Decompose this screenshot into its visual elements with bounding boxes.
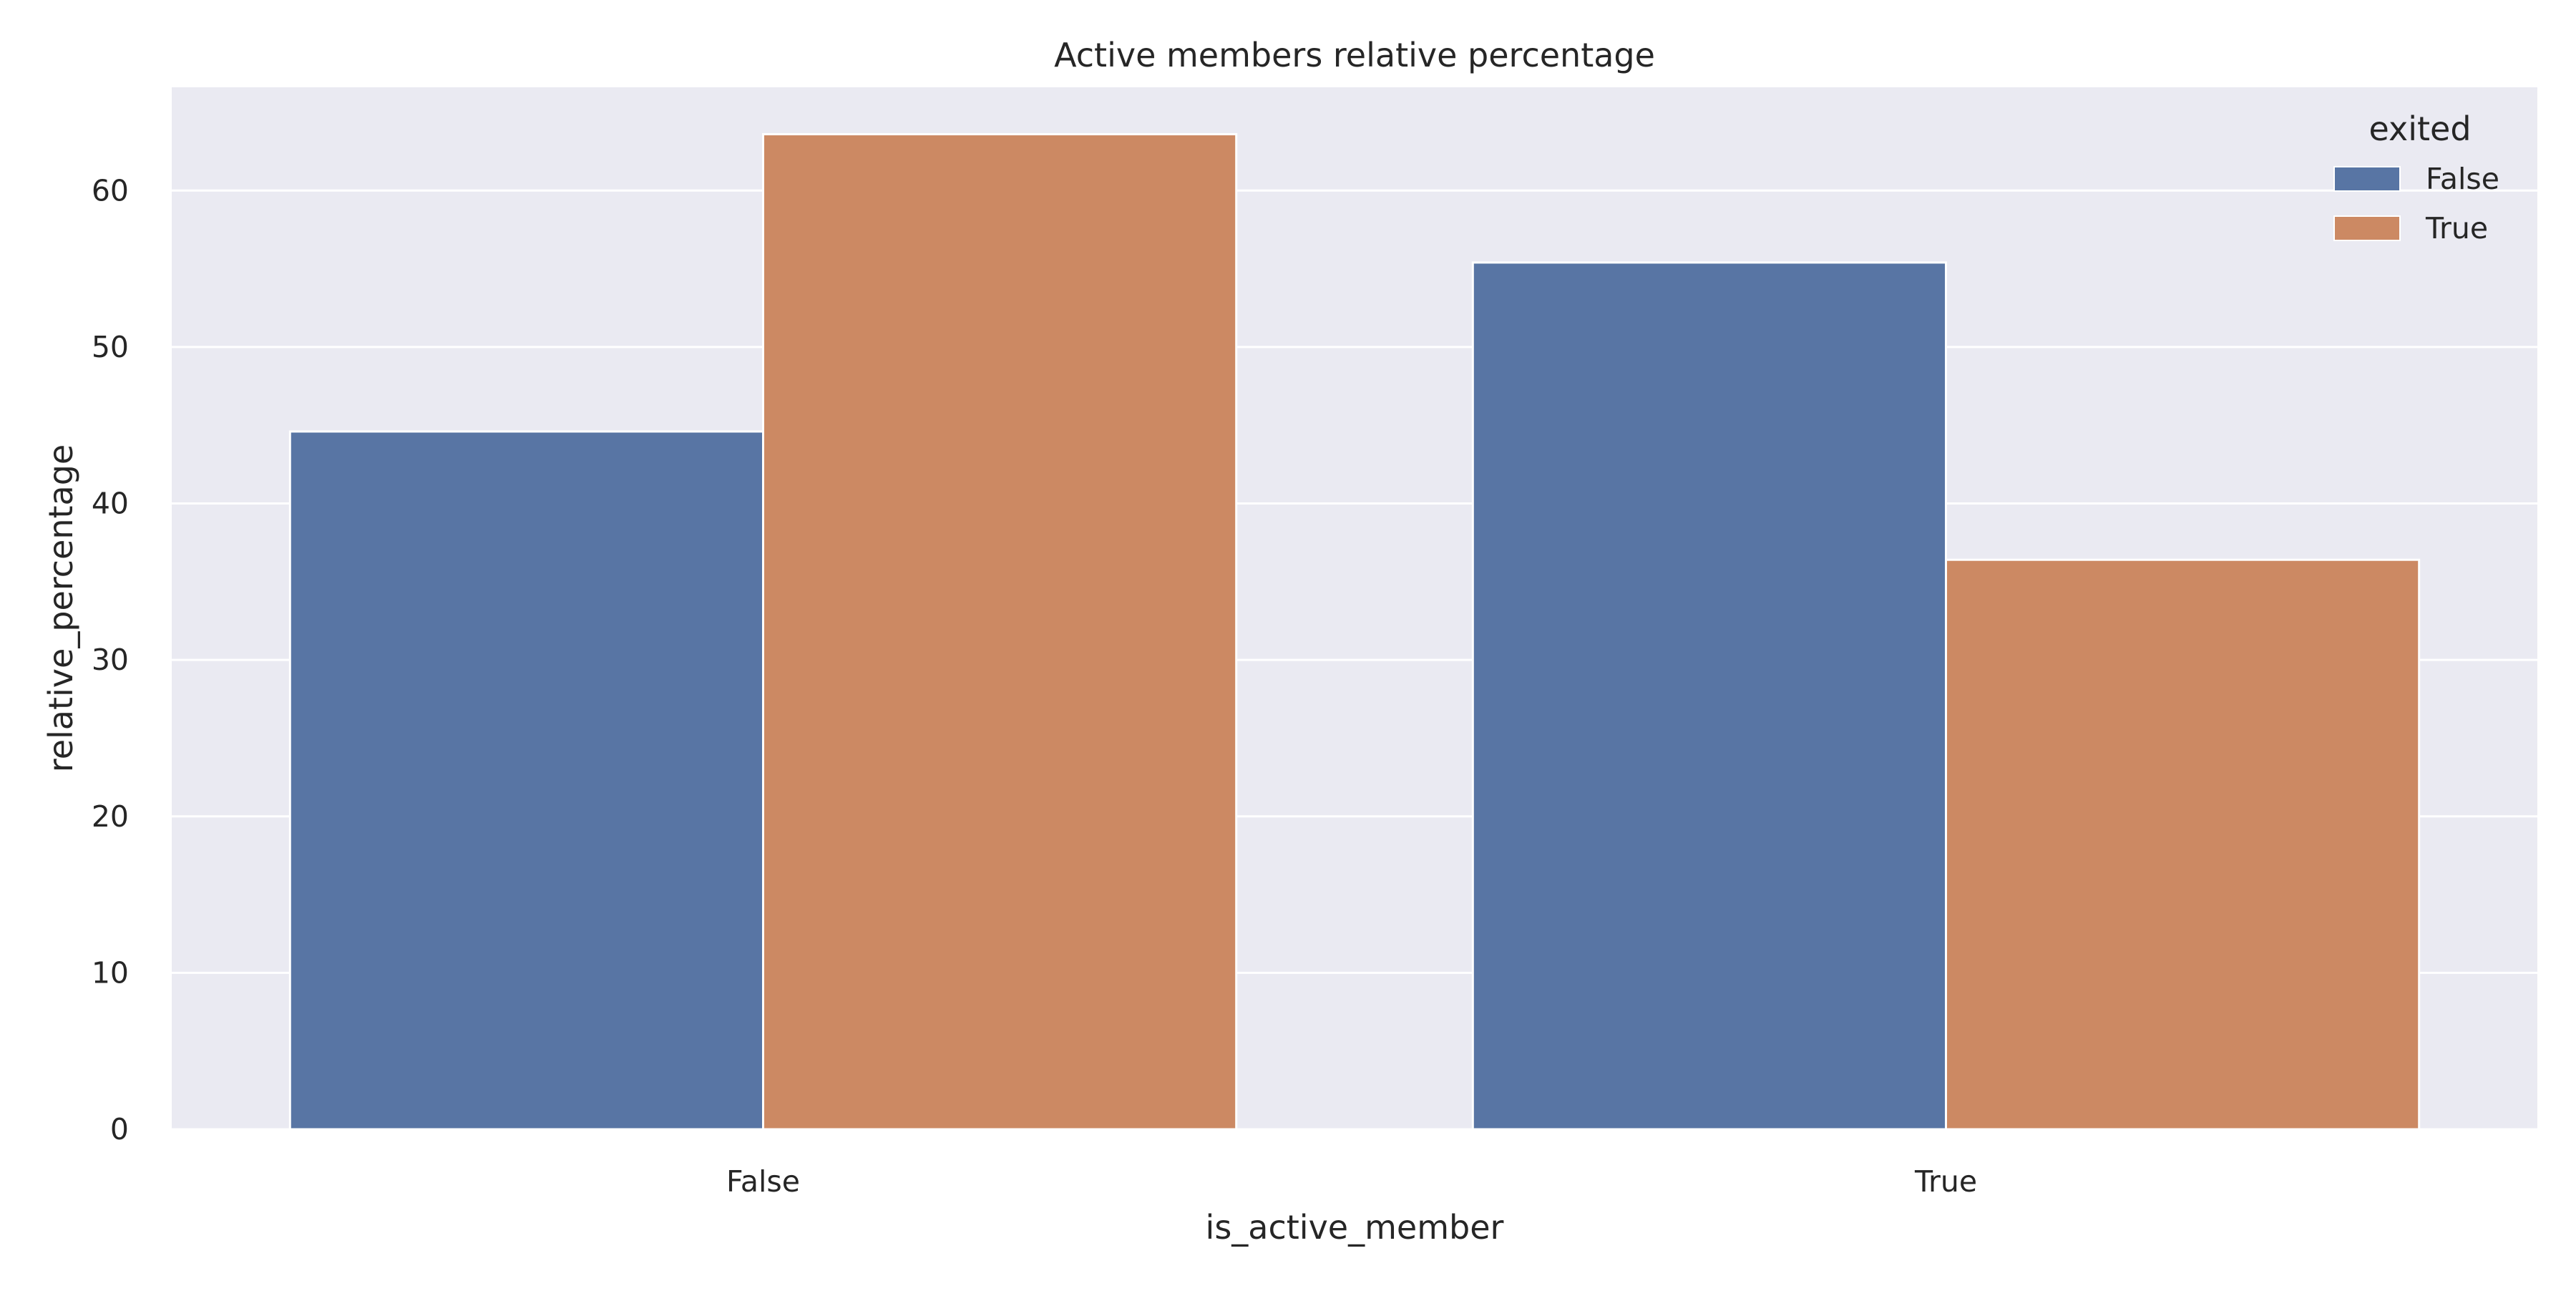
bar-true-exited-false [1471, 261, 1948, 1131]
y-tick-label: 50 [92, 330, 129, 364]
legend: exited False True [2333, 109, 2499, 245]
x-axis-label: is_active_member [1206, 1208, 1504, 1247]
bar-false-exited-false [288, 430, 764, 1131]
y-axis-label: relative_percentage [42, 444, 80, 772]
y-tick-label: 40 [92, 487, 129, 521]
x-tick-label: True [1914, 1164, 1977, 1199]
legend-title: exited [2368, 109, 2471, 148]
legend-swatch [2333, 166, 2401, 192]
x-axis-ticks: False True [726, 1164, 1977, 1199]
legend-label: True [2425, 211, 2488, 245]
y-tick-label: 60 [92, 173, 129, 208]
bar-true-exited-true [1945, 558, 2421, 1131]
y-tick-label: 30 [92, 643, 129, 677]
legend-swatch [2333, 215, 2401, 241]
y-tick-label: 0 [110, 1112, 129, 1146]
y-tick-label: 10 [92, 955, 129, 990]
y-axis-ticks: 0 10 20 30 40 50 60 [92, 173, 129, 1146]
y-tick-label: 20 [92, 799, 129, 834]
chart-title: Active members relative percentage [1054, 36, 1655, 74]
x-tick-label: False [726, 1164, 800, 1199]
bar-false-exited-true [762, 133, 1238, 1131]
legend-label: False [2426, 162, 2499, 196]
legend-items: False True [2333, 162, 2499, 245]
bars [288, 133, 2421, 1131]
